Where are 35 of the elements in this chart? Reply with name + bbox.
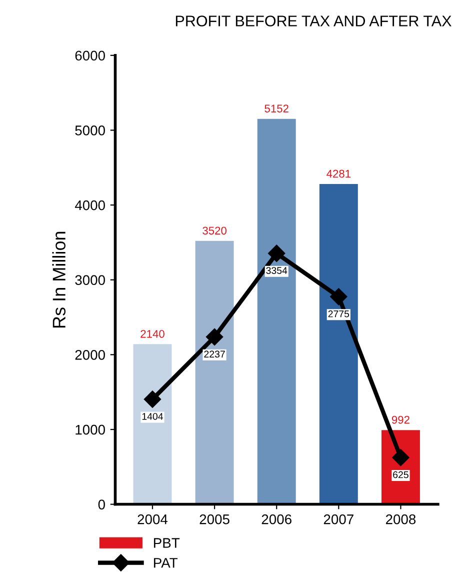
y-tick-label: 6000 bbox=[75, 50, 105, 61]
point bbox=[144, 390, 162, 408]
y-tick-label: 0 bbox=[98, 500, 105, 510]
legend-label: PBT bbox=[154, 538, 180, 548]
x-tick-label: 2006 bbox=[262, 514, 292, 524]
chart-title: PROFIT BEFORE TAX AND AFTER TAX bbox=[176, 16, 452, 26]
x-tick-label: 2008 bbox=[386, 514, 416, 524]
data-label: 625 bbox=[393, 471, 408, 478]
y-tick-label: 4000 bbox=[74, 200, 105, 210]
y-tick-label: 2000 bbox=[75, 350, 105, 360]
x-tick-label: 2004 bbox=[138, 514, 168, 524]
data-label: 2140 bbox=[140, 330, 164, 338]
point bbox=[206, 328, 224, 346]
bar bbox=[319, 184, 358, 504]
data-label: 3520 bbox=[202, 226, 226, 235]
x-tick-label: 2005 bbox=[200, 514, 230, 524]
y-axis-title: Rs In Million bbox=[52, 232, 66, 328]
y-tick-label: 3000 bbox=[75, 275, 105, 286]
point bbox=[268, 244, 286, 262]
bar bbox=[257, 118, 296, 504]
data-label: 992 bbox=[392, 416, 410, 424]
data-label: 4281 bbox=[326, 170, 350, 178]
data-label: 3354 bbox=[266, 267, 288, 274]
legend-label: PAT bbox=[154, 558, 178, 568]
y-tick-label: 5000 bbox=[75, 126, 105, 136]
y-tick-label: 1000 bbox=[76, 424, 105, 435]
bar bbox=[133, 344, 172, 504]
point bbox=[392, 448, 410, 466]
data-label: 2237 bbox=[204, 350, 225, 358]
data-label: 5152 bbox=[264, 104, 288, 112]
data-label: 2775 bbox=[328, 310, 350, 318]
data-label: 1404 bbox=[142, 412, 164, 420]
x-tick-label: 2007 bbox=[324, 514, 354, 524]
point bbox=[330, 288, 348, 306]
bar bbox=[195, 240, 234, 504]
